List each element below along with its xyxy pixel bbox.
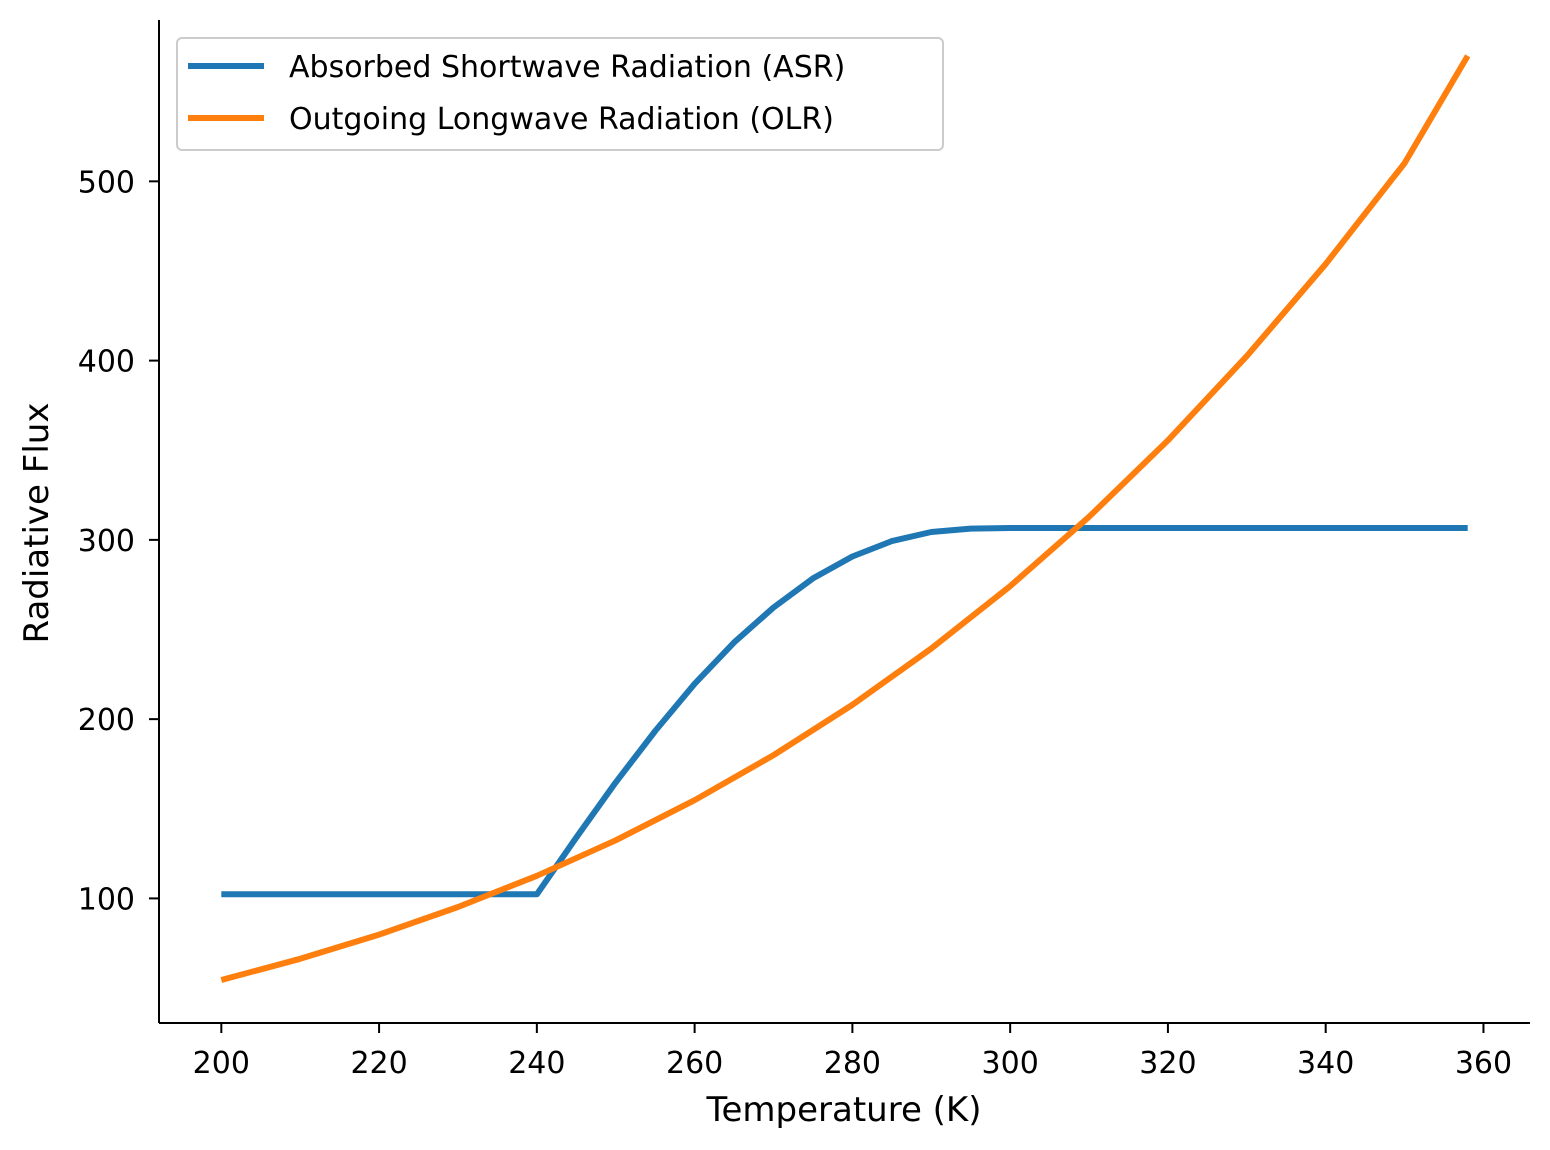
ticks-layer: 200 220 240 260 280 300 320 340 360 100 200 300 400 5… [78, 165, 1512, 1081]
y-tick-label: 400 [78, 345, 135, 380]
legend-label-asr: Absorbed Shortwave Radiation (ASR) [289, 50, 845, 85]
y-tick-label: 300 [78, 524, 135, 559]
x-tick-label: 220 [350, 1046, 407, 1081]
x-tick-label: 300 [982, 1046, 1039, 1081]
axes-layer [158, 20, 1530, 1024]
x-tick-label: 320 [1139, 1046, 1196, 1081]
x-tick-label: 200 [193, 1046, 250, 1081]
x-tick-label: 360 [1455, 1046, 1512, 1081]
x-axis-title: Temperature (K) [705, 1090, 981, 1130]
series-line-asr [221, 525, 1468, 898]
series-layer [220, 54, 1471, 983]
x-tick-label: 340 [1297, 1046, 1354, 1081]
x-tick-label: 240 [508, 1046, 565, 1081]
x-tick-label: 280 [824, 1046, 881, 1081]
y-tick-label: 500 [78, 165, 135, 200]
legend-frame [176, 37, 944, 151]
x-tick-label: 260 [666, 1046, 723, 1081]
legend-label-olr: Outgoing Longwave Radiation (OLR) [289, 102, 834, 137]
legend: Absorbed Shortwave Radiation (ASR) Outgo… [176, 37, 944, 151]
series-line-olr [220, 54, 1471, 983]
y-tick-label: 100 [78, 882, 135, 917]
y-tick-label: 200 [78, 703, 135, 738]
y-axis-title: Radiative Flux [17, 403, 57, 644]
